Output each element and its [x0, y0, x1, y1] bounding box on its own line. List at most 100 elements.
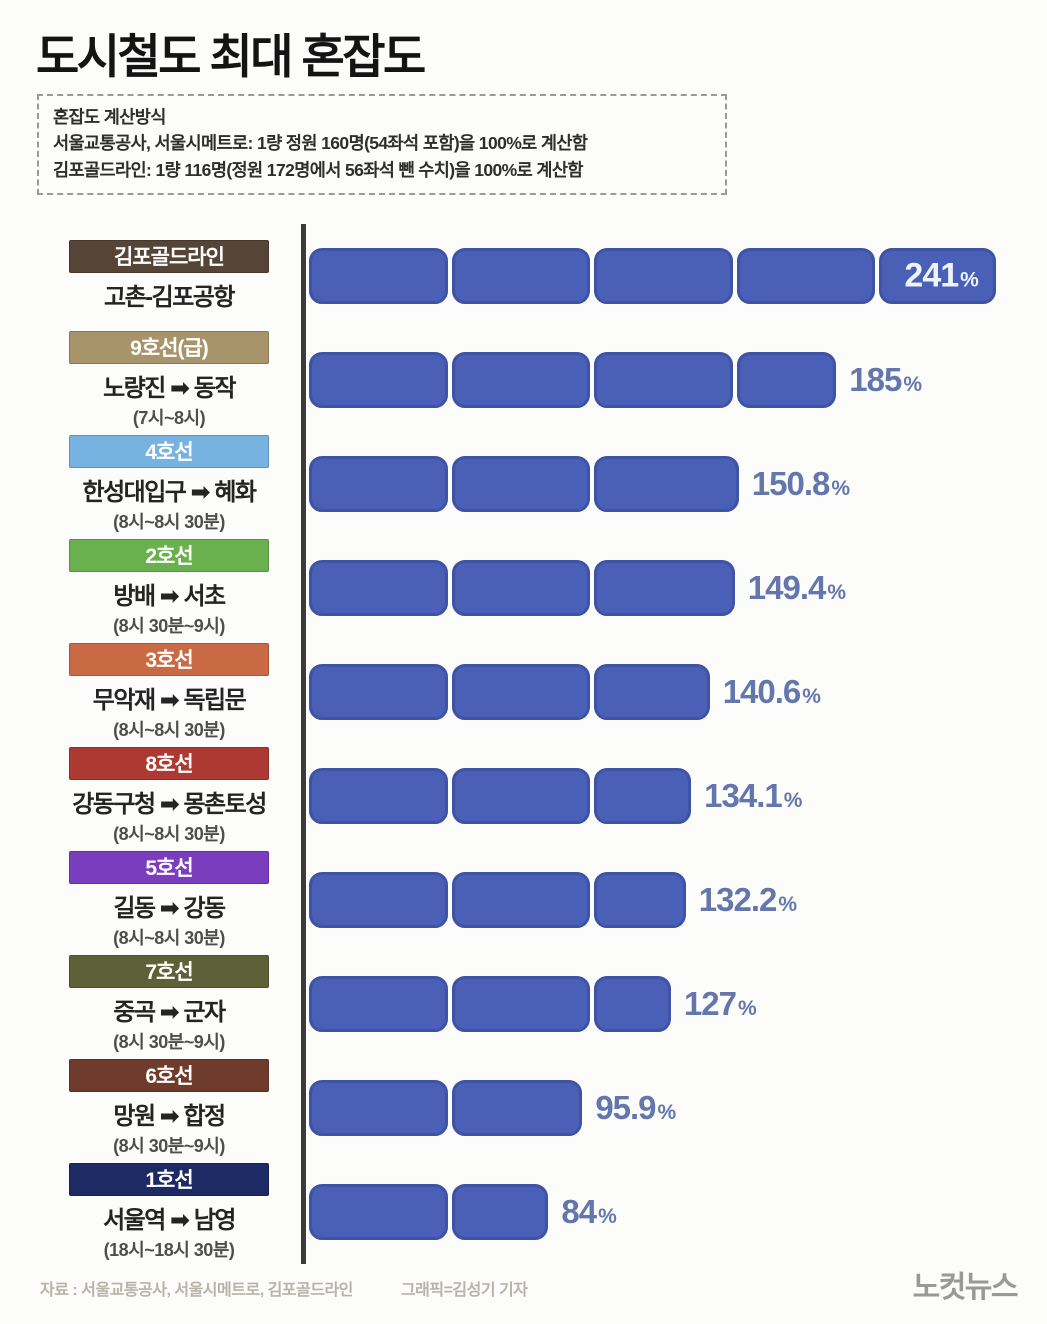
bar-segment: [451, 872, 590, 928]
bar-segment: [594, 664, 710, 720]
time-label: (8시~8시 30분): [113, 927, 225, 948]
row-label-block: 8호선 강동구청 ➡ 몽촌토성 (8시~8시 30분): [37, 746, 301, 846]
bar-segments: [309, 456, 739, 512]
percent-sign: %: [960, 268, 979, 292]
line-badge: 8호선: [69, 746, 269, 780]
percent-sign: %: [903, 373, 922, 396]
chart-row: 4호선 한성대입구 ➡ 혜화 (8시~8시 30분) 150.8%: [37, 432, 1037, 536]
note-line: 혼잡도 계산방식: [53, 107, 166, 127]
value-number: 150.8: [751, 465, 831, 502]
percent-sign: %: [598, 1205, 617, 1228]
row-label-block: 1호선 서울역 ➡ 남영 (18시~18시 30분): [37, 1162, 301, 1262]
line-badge: 3호선: [69, 642, 269, 676]
value-number: 140.6: [722, 673, 802, 710]
bar-segment: [309, 560, 448, 616]
bar-segment: [594, 352, 733, 408]
bar-segment: [594, 872, 686, 928]
bar-segment: [451, 976, 590, 1032]
value-number: 149.4: [747, 569, 827, 606]
value-number: 241: [904, 256, 959, 295]
value-label: 134.1%: [704, 777, 802, 815]
route-label: 무악재 ➡ 독립문: [92, 686, 247, 714]
percent-sign: %: [802, 685, 821, 708]
bar-area: 132.2%: [301, 848, 1037, 952]
bar-segments: [309, 768, 692, 824]
bar-area: 127%: [301, 952, 1037, 1056]
row-label-block: 5호선 길동 ➡ 강동 (8시~8시 30분): [37, 850, 301, 950]
chart-row: 7호선 중곡 ➡ 군자 (8시 30분~9시) 127%: [37, 952, 1037, 1056]
route-label: 강동구청 ➡ 몽촌토성: [72, 790, 267, 818]
bar-segment: [309, 664, 448, 720]
percent-sign: %: [783, 789, 803, 812]
chart-row: 3호선 무악재 ➡ 독립문 (8시~8시 30분) 140.6%: [37, 640, 1037, 744]
bar-segments: [309, 560, 735, 616]
calculation-note-box: 혼잡도 계산방식 서울교통공사, 서울시메트로: 1량 정원 160명(54좌석…: [37, 94, 727, 195]
bar-segment: [451, 560, 590, 616]
percent-sign: %: [657, 1101, 677, 1124]
line-badge: 4호선: [69, 434, 269, 468]
time-label: (8시 30분~9시): [113, 1135, 225, 1156]
route-label: 방배 ➡ 서초: [113, 582, 226, 610]
bar-segment: [594, 976, 671, 1032]
bar-segment: [451, 352, 590, 408]
line-badge: 9호선(급): [69, 330, 269, 364]
bar-area: 84%: [301, 1160, 1037, 1264]
value-number: 132.2: [698, 881, 778, 918]
bar-segment: [451, 664, 590, 720]
bar-segment: [594, 248, 733, 304]
bar-segment: [594, 768, 692, 824]
percent-sign: %: [778, 893, 798, 916]
bar-segments: [309, 352, 837, 408]
value-number: 185: [849, 361, 902, 398]
chart-row: 5호선 길동 ➡ 강동 (8시~8시 30분) 132.2%: [37, 848, 1037, 952]
bar-segment: [309, 872, 448, 928]
bar-segment: [309, 1080, 448, 1136]
bar-area: 95.9%: [301, 1056, 1037, 1160]
note-line: 김포골드라인: 1량 116명(정원 172명에서 56좌석 뺀 수치)을 10…: [53, 159, 583, 180]
value-label-inside: 241%: [904, 257, 978, 296]
bar-segment: [594, 560, 735, 616]
time-label: (7시~8시): [132, 407, 206, 428]
value-label: 150.8%: [752, 465, 850, 503]
bar-segment: [309, 456, 448, 512]
bar-segment: [451, 768, 590, 824]
bar-area: 241%: [301, 224, 1037, 328]
note-line: 서울교통공사, 서울시메트로: 1량 정원 160명(54좌석 포함)을 100…: [53, 133, 588, 154]
bar-segment: [451, 456, 590, 512]
source-label: 자료 : 서울교통공사, 서울시메트로, 김포골드라인: [40, 1282, 353, 1299]
bar-segment: [451, 1184, 549, 1240]
bar-segment: [451, 1080, 583, 1136]
route-label: 서울역 ➡ 남영: [103, 1206, 236, 1234]
row-label-block: 7호선 중곡 ➡ 군자 (8시 30분~9시): [37, 954, 301, 1054]
route-label: 중곡 ➡ 군자: [113, 998, 226, 1026]
time-label: (18시~18시 30분): [103, 1239, 235, 1260]
route-label: 길동 ➡ 강동: [113, 894, 226, 922]
value-number: 84: [561, 1193, 597, 1230]
value-number: 95.9: [595, 1089, 656, 1126]
bar-segments: [309, 1080, 583, 1136]
line-badge: 2호선: [69, 538, 269, 572]
route-label: 고촌-김포공항: [104, 284, 235, 311]
route-label: 망원 ➡ 합정: [113, 1102, 226, 1130]
time-label: (8시~8시 30분): [113, 511, 225, 532]
value-number: 134.1: [704, 777, 783, 814]
bar-segment: [736, 248, 875, 304]
value-label: 127%: [684, 985, 757, 1023]
route-label: 노량진 ➡ 동작: [103, 374, 236, 402]
line-badge: 6호선: [69, 1058, 269, 1092]
credit-label: 그래픽=김성기 기자: [400, 1282, 528, 1299]
time-label: (8시 30분~9시): [113, 615, 225, 636]
bar-segment: 241%: [879, 248, 996, 304]
chart-row: 1호선 서울역 ➡ 남영 (18시~18시 30분) 84%: [37, 1160, 1037, 1264]
percent-sign: %: [827, 581, 847, 604]
line-badge: 김포골드라인: [69, 240, 269, 273]
line-badge: 7호선: [69, 954, 269, 988]
value-label: 95.9%: [595, 1089, 676, 1127]
chart-row: 8호선 강동구청 ➡ 몽촌토성 (8시~8시 30분) 134.1%: [37, 744, 1037, 848]
